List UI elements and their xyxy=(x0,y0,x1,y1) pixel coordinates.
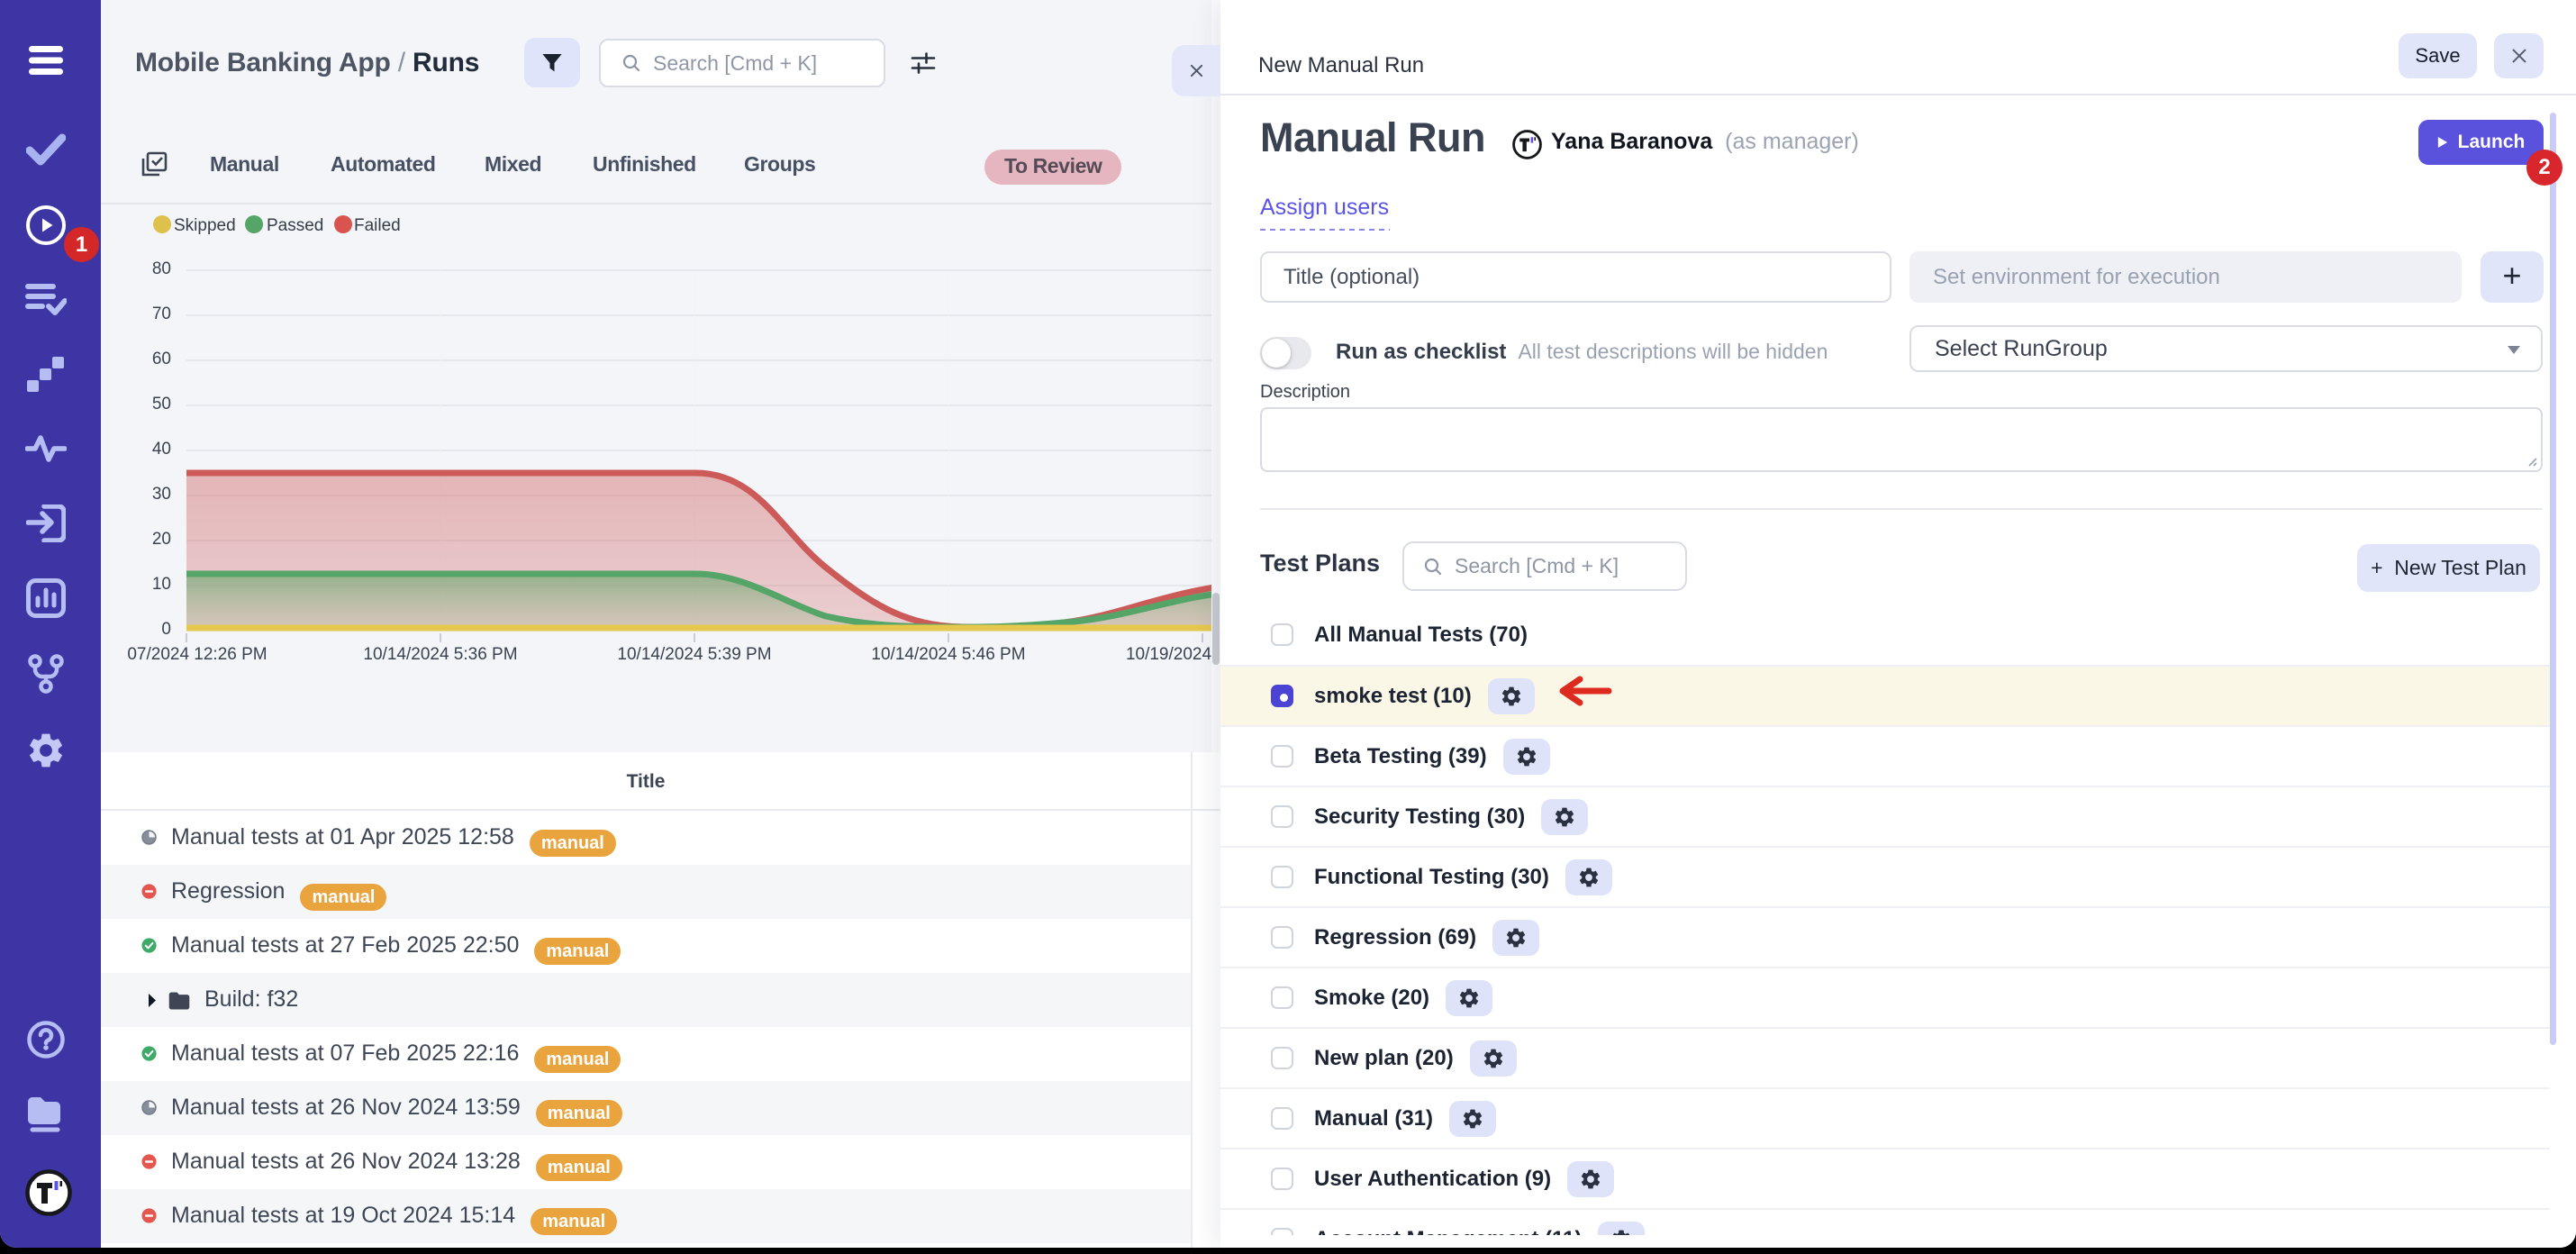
svg-text:10/19/2024 5:51 AM: 10/19/2024 5:51 AM xyxy=(1126,645,1220,664)
svg-text:07/2024 12:26 PM: 07/2024 12:26 PM xyxy=(127,645,267,664)
svg-text:50: 50 xyxy=(152,395,171,413)
svg-text:20: 20 xyxy=(152,530,171,549)
svg-text:0: 0 xyxy=(161,620,171,639)
svg-text:70: 70 xyxy=(152,304,171,323)
svg-text:30: 30 xyxy=(152,485,171,504)
svg-text:10/14/2024 5:46 PM: 10/14/2024 5:46 PM xyxy=(871,645,1025,664)
svg-text:80: 80 xyxy=(152,259,171,278)
svg-text:10/14/2024 5:36 PM: 10/14/2024 5:36 PM xyxy=(363,645,517,664)
svg-text:60: 60 xyxy=(152,350,171,368)
svg-text:10: 10 xyxy=(152,575,171,594)
svg-text:40: 40 xyxy=(152,440,171,459)
svg-text:10/14/2024 5:39 PM: 10/14/2024 5:39 PM xyxy=(617,645,771,664)
